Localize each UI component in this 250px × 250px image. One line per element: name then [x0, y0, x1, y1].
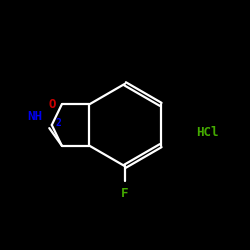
Text: NH: NH: [27, 110, 42, 123]
Text: 2: 2: [56, 118, 62, 128]
Text: O: O: [48, 98, 56, 111]
Text: HCl: HCl: [196, 126, 219, 139]
Text: F: F: [121, 187, 129, 200]
